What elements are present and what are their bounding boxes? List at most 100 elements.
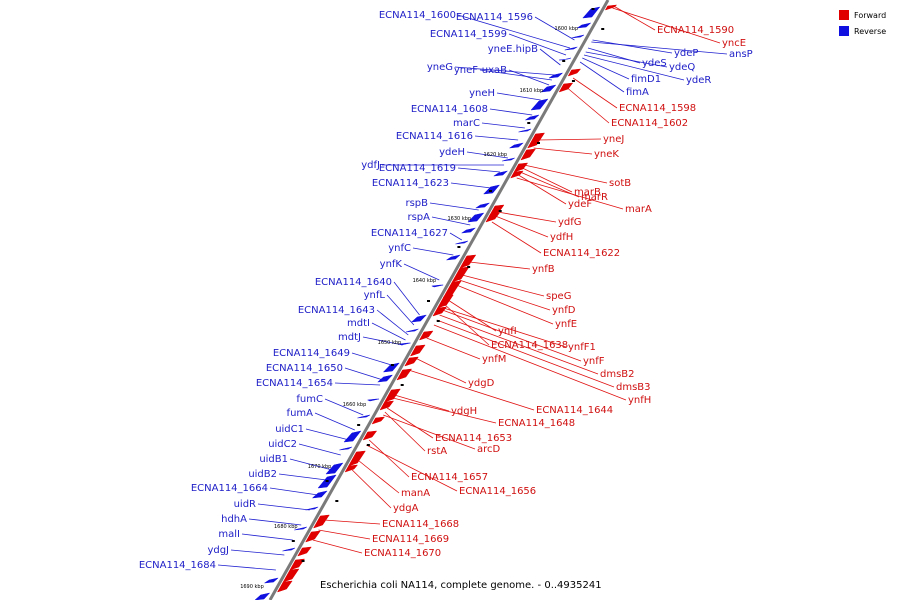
gene-marker bbox=[457, 246, 461, 248]
reverse-gene-label: uidC2 bbox=[268, 439, 297, 450]
forward-gene-arrow bbox=[567, 68, 582, 77]
forward-gene-arrow bbox=[347, 450, 366, 467]
forward-gene-arrow bbox=[510, 170, 524, 179]
forward-gene-label: ECNA114_1644 bbox=[536, 405, 613, 416]
scale-tick-label: 1600 kbp bbox=[555, 26, 579, 32]
reverse-gene-label: hdhA bbox=[221, 514, 247, 525]
forward-gene-label: ydgH bbox=[451, 406, 477, 417]
forward-gene-arrow bbox=[305, 530, 321, 543]
reverse-gene-label: yneG bbox=[427, 62, 453, 73]
forward-gene-label: ECNA114_1657 bbox=[411, 472, 488, 483]
forward-gene-arrow bbox=[436, 294, 454, 309]
forward-gene-label: dmsB3 bbox=[616, 382, 651, 393]
reverse-gene-label: uidB1 bbox=[259, 454, 288, 465]
reverse-gene-label: ECNA114_1608 bbox=[411, 104, 488, 115]
forward-gene-label: ynfF bbox=[583, 356, 605, 367]
forward-gene-arrow bbox=[289, 558, 306, 571]
scale-tick-label: 1670 kbp bbox=[308, 464, 332, 470]
forward-gene-label: ydeF bbox=[568, 199, 592, 210]
reverse-gene-label: uxaB bbox=[482, 65, 507, 76]
reverse-gene-arrow bbox=[366, 398, 379, 402]
backbone-line bbox=[268, 0, 610, 600]
reverse-gene-label: ydeR bbox=[686, 75, 711, 86]
forward-gene-label: marB bbox=[574, 187, 601, 198]
reverse-gene-arrow bbox=[540, 84, 557, 93]
reverse-gene-arrow bbox=[446, 254, 461, 261]
legend-forward-swatch bbox=[839, 10, 849, 20]
reverse-gene-arrow bbox=[530, 98, 549, 111]
reverse-gene-arrow bbox=[405, 328, 419, 333]
reverse-gene-arrow bbox=[377, 374, 394, 383]
reverse-gene-label: rspB bbox=[405, 198, 428, 209]
forward-gene-arrow bbox=[558, 82, 574, 93]
gene-marker bbox=[537, 142, 541, 144]
forward-gene-label: marA bbox=[625, 204, 652, 215]
gene-features bbox=[254, 4, 618, 600]
reverse-gene-arrow bbox=[254, 592, 271, 600]
forward-gene-label: ydgD bbox=[468, 378, 495, 389]
reverse-gene-label: fumA bbox=[287, 408, 314, 419]
reverse-gene-label: ynfK bbox=[380, 259, 403, 270]
reverse-gene-label: ECNA114_1640 bbox=[315, 277, 392, 288]
reverse-gene-label: uidB2 bbox=[248, 469, 277, 480]
forward-gene-label: ECNA114_1668 bbox=[382, 519, 459, 530]
reverse-gene-arrow bbox=[483, 184, 501, 195]
reverse-gene-label: ECNA114_1684 bbox=[139, 560, 216, 571]
forward-gene-arrow bbox=[432, 306, 448, 317]
reverse-gene-arrow bbox=[564, 46, 578, 51]
forward-gene-label: sotB bbox=[609, 178, 631, 189]
gene-marker bbox=[357, 424, 361, 426]
forward-gene-label: dmsB2 bbox=[600, 369, 635, 380]
forward-gene-label: speG bbox=[546, 291, 571, 302]
legend: Forward Reverse bbox=[839, 10, 886, 36]
forward-gene-arrow bbox=[344, 464, 359, 473]
forward-gene-label: ynfD bbox=[552, 305, 576, 316]
reverse-gene-arrow bbox=[475, 202, 491, 209]
forward-gene-label: ECNA114_1638 bbox=[491, 340, 568, 351]
scale-tick-label: 1690 kbp bbox=[240, 584, 264, 590]
forward-gene-label: ynfM bbox=[482, 354, 506, 365]
forward-gene-label: ECNA114_1602 bbox=[611, 118, 688, 129]
reverse-gene-label: ECNA114_1616 bbox=[396, 131, 473, 142]
reverse-gene-arrow bbox=[493, 170, 509, 177]
forward-gene-label: marR bbox=[581, 192, 608, 203]
reverse-gene-arrow bbox=[518, 128, 532, 133]
reverse-gene-label: ECNA114_1596 bbox=[456, 12, 533, 23]
reverse-gene-arrow bbox=[294, 526, 307, 531]
reverse-gene-label: uidC1 bbox=[275, 424, 304, 435]
forward-gene-label: ynfI bbox=[498, 326, 517, 337]
reverse-gene-arrow bbox=[305, 506, 319, 511]
forward-gene-label: ECNA114_1656 bbox=[459, 486, 536, 497]
forward-gene-label: ECNA114_1598 bbox=[619, 103, 696, 114]
forward-gene-arrow bbox=[409, 344, 426, 357]
forward-gene-arrow bbox=[604, 4, 618, 11]
scale-ticks: 1600 kbp 1610 kbp 1620 kbp 1630 kbp 1640 kbp… bbox=[240, 26, 578, 590]
reverse-gene-arrow bbox=[502, 157, 515, 162]
forward-gene-label: ECNA114_1669 bbox=[372, 534, 449, 545]
reverse-gene-label: malI bbox=[218, 529, 240, 540]
reverse-gene-label: rspA bbox=[407, 212, 430, 223]
reverse-gene-arrow bbox=[311, 490, 328, 499]
reverse-gene-label: uidR bbox=[234, 499, 256, 510]
reverse-gene-arrow bbox=[282, 547, 296, 552]
gene-marker bbox=[335, 500, 339, 502]
reverse-gene-label: ECNA114_1650 bbox=[266, 363, 343, 374]
forward-gene-arrow bbox=[451, 266, 470, 283]
reverse-gene-label: ydgJ bbox=[207, 545, 229, 556]
forward-gene-arrow bbox=[513, 162, 529, 173]
forward-gene-arrow bbox=[379, 400, 395, 411]
genome-caption: Escherichia coli NA114, complete genome.… bbox=[320, 580, 602, 591]
reverse-gene-arrow bbox=[467, 212, 485, 223]
reverse-gene-arrow bbox=[548, 72, 564, 79]
reverse-gene-arrow bbox=[398, 342, 411, 346]
reverse-gene-label: ECNA114_1599 bbox=[430, 29, 507, 40]
reverse-gene-arrow bbox=[339, 446, 353, 451]
forward-gene-label: yneK bbox=[594, 149, 619, 160]
forward-gene-label: ECNA114_1590 bbox=[657, 25, 734, 36]
gene-marker bbox=[591, 8, 595, 10]
gene-marker bbox=[488, 190, 492, 192]
reverse-gene-arrow bbox=[325, 462, 344, 475]
forward-gene-arrow bbox=[297, 546, 312, 557]
scale-tick-label: 1620 kbp bbox=[484, 152, 508, 158]
